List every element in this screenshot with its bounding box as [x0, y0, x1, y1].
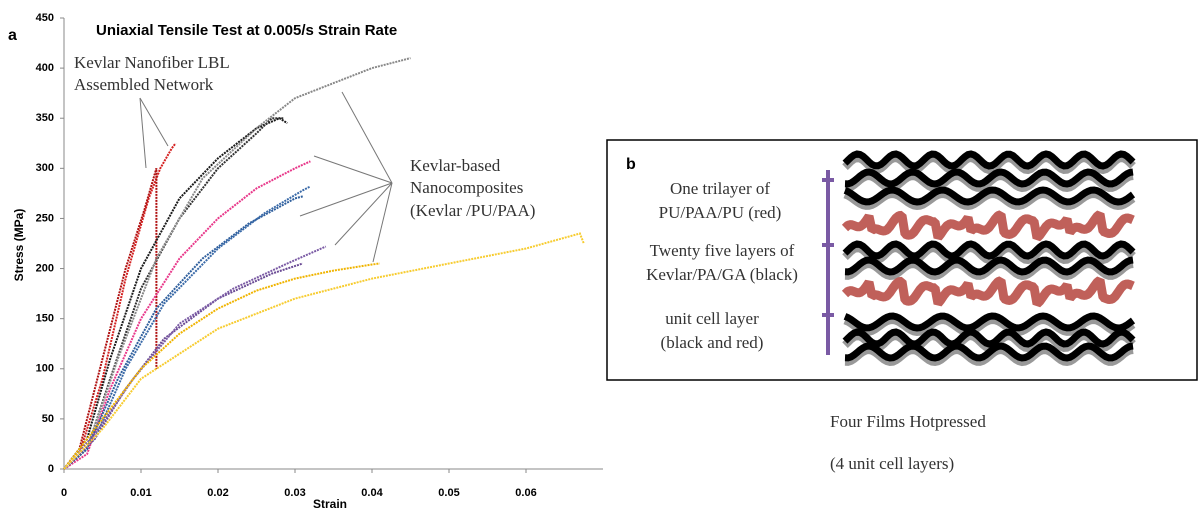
x-tick-label: 0.06	[515, 487, 536, 499]
caption: (4 unit cell layers)	[830, 454, 954, 473]
y-tick-label: 150	[36, 313, 54, 325]
x-tick-label: 0.03	[284, 487, 305, 499]
annotation-arrows	[140, 92, 392, 262]
y-tick-label: 300	[36, 162, 54, 174]
annotation: Assembled Network	[74, 75, 214, 94]
stress-strain-curve	[64, 168, 156, 469]
stress-strain-curve	[64, 118, 283, 469]
x-tick-label: 0.01	[130, 487, 151, 499]
polymer-layer	[845, 214, 1133, 238]
stress-strain-curve	[64, 264, 303, 470]
annotation: Kevlar-based	[410, 156, 501, 175]
layer-label: unit cell layer	[665, 309, 759, 328]
layer-label: Twenty five layers of	[650, 241, 795, 260]
annotation: Kevlar Nanofiber LBL	[74, 53, 230, 72]
y-tick-label: 400	[36, 62, 54, 74]
layer-drawing	[845, 154, 1133, 362]
figure: a Uniaxial Tensile Test at 0.005/s Strai…	[0, 0, 1198, 513]
layer-label: (black and red)	[661, 333, 764, 352]
y-tick-label: 0	[48, 463, 54, 475]
kevlar-layer-shadow	[845, 194, 1133, 206]
layer-label: One trilayer of	[670, 179, 770, 198]
y-tick-label: 350	[36, 112, 54, 124]
x-tick-label: 0	[61, 487, 67, 499]
y-tick-label: 450	[36, 12, 54, 24]
x-tick-label: 0.04	[361, 487, 383, 499]
x-axis-label: Strain	[313, 497, 347, 511]
x-tick-label: 0.02	[207, 487, 228, 499]
layer-label: Kevlar/PA/GA (black)	[646, 265, 798, 284]
y-tick-label: 200	[36, 262, 54, 274]
polymer-layer	[845, 280, 1133, 304]
annotation: (Kevlar /PU/PAA)	[410, 201, 535, 220]
bracket	[822, 170, 834, 355]
stress-strain-curve	[64, 264, 380, 470]
stress-strain-curve	[64, 247, 326, 470]
y-tick-label: 100	[36, 363, 54, 375]
stress-strain-curve	[64, 58, 411, 469]
y-tick-label: 250	[36, 212, 54, 224]
panel-label: a	[8, 27, 17, 44]
annotation: Nanocomposites	[410, 178, 523, 197]
y-axis-label: Stress (MPa)	[12, 209, 26, 282]
kevlar-layer-shadow	[845, 320, 1133, 332]
stress-strain-curve	[64, 186, 310, 469]
layer-label: PU/PAA/PU (red)	[659, 203, 782, 222]
x-tick-label: 0.05	[438, 487, 459, 499]
y-tick-label: 50	[42, 413, 54, 425]
panel-label: b	[626, 156, 636, 173]
chart-title: Uniaxial Tensile Test at 0.005/s Strain …	[96, 22, 397, 39]
caption: Four Films Hotpressed	[830, 412, 986, 431]
